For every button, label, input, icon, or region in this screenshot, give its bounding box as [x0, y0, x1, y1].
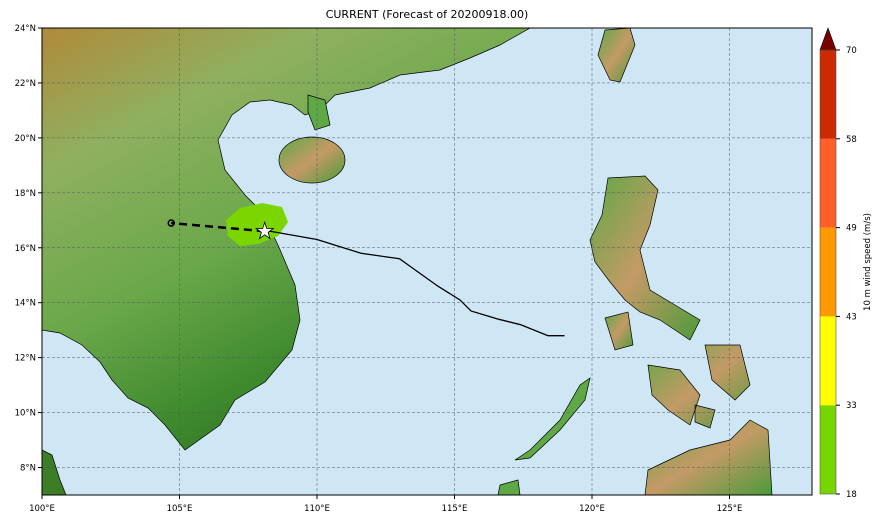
mindanao-island — [644, 419, 773, 495]
x-tick-label: 110°E — [304, 504, 330, 514]
colorbar-tick-label: 33 — [846, 401, 857, 411]
colorbar-segment — [820, 316, 836, 406]
x-tick-label: 125°E — [717, 504, 743, 514]
colorbar-label: 10 m wind speed (m/s) — [863, 213, 873, 311]
y-tick-label: 24°N — [15, 24, 36, 34]
hainan-island — [278, 136, 346, 184]
colorbar: 18 33 43 49 58 70 — [819, 27, 857, 500]
palawan-island — [514, 377, 591, 461]
x-tick-label: 115°E — [442, 504, 468, 514]
colorbar-segment — [820, 50, 836, 139]
forecast-track — [171, 221, 265, 233]
longitude-ticks: 100°E 105°E 110°E 115°E 120°E 125°E — [29, 495, 742, 514]
star-icon — [255, 221, 275, 240]
y-tick-label: 10°N — [15, 409, 36, 419]
forecast-end-marker — [167, 219, 175, 227]
borneo-tip — [497, 479, 521, 495]
y-tick-label: 12°N — [15, 354, 36, 364]
colorbar-tick-label: 18 — [846, 490, 857, 500]
colorbar-tick-label: 43 — [846, 312, 857, 322]
colorbar-segment — [820, 227, 836, 317]
wind-swath — [226, 203, 288, 246]
colorbar-segment — [820, 138, 836, 228]
colorbar-tick-label: 58 — [846, 135, 857, 145]
y-tick-label: 18°N — [15, 189, 36, 199]
colorbar-tick-label: 49 — [846, 224, 857, 234]
colorbar-extend-arrow — [819, 27, 837, 51]
y-tick-label: 20°N — [15, 134, 36, 144]
latitude-ticks: 8°N 10°N 12°N 14°N 16°N 18°N 20°N 22°N 24°N — [15, 24, 42, 474]
y-tick-label: 8°N — [20, 464, 36, 474]
visayas-islands — [647, 344, 751, 429]
x-tick-label: 120°E — [579, 504, 605, 514]
leizhou-peninsula — [307, 94, 331, 131]
observed-track — [264, 230, 565, 337]
plot-frame — [41, 27, 813, 496]
land-layer — [42, 28, 773, 495]
y-tick-label: 16°N — [15, 244, 36, 254]
mindoro-island — [604, 311, 634, 351]
malay-peninsula — [42, 449, 67, 495]
luzon-island — [589, 175, 701, 341]
x-tick-label: 100°E — [29, 504, 55, 514]
colorbar-segment — [820, 405, 836, 494]
colorbar-tick-label: 70 — [846, 46, 857, 56]
taiwan-island — [597, 28, 636, 83]
y-tick-label: 14°N — [15, 299, 36, 309]
x-tick-label: 105°E — [167, 504, 193, 514]
figure-title: CURRENT (Forecast of 20200918.00) — [325, 8, 529, 21]
y-tick-label: 22°N — [15, 79, 36, 89]
colorbar-frame — [819, 49, 837, 495]
